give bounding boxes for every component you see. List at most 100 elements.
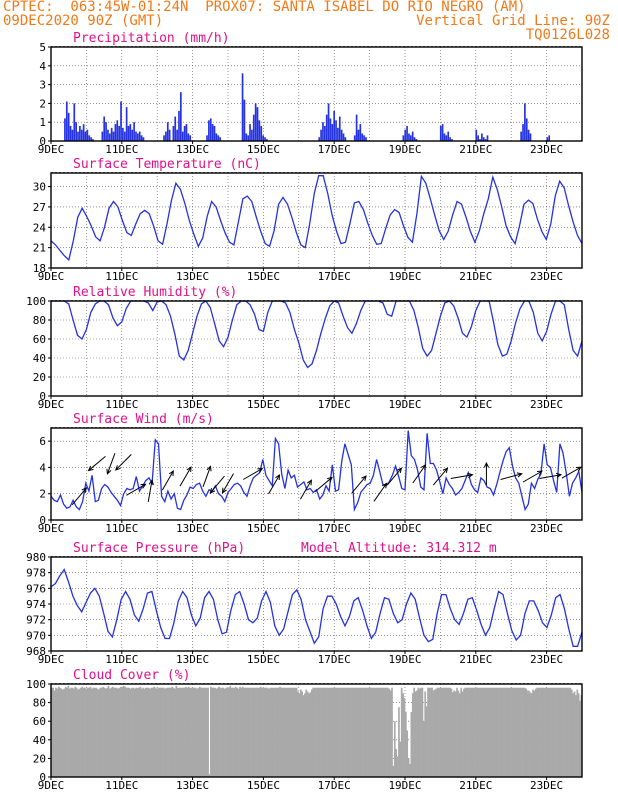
cloud-bar: [317, 687, 320, 777]
x-tick-label: 23DEC: [530, 143, 563, 156]
precip-bar: [217, 135, 220, 141]
cloud-bar: [392, 765, 395, 777]
precip-bar: [447, 131, 450, 141]
y-tick-label: 0: [39, 135, 46, 148]
precip-bar: [451, 139, 453, 141]
precip-bar: [404, 129, 407, 141]
cloud-bar: [279, 686, 281, 777]
cloud-bar: [63, 688, 66, 777]
cloud-bar: [106, 687, 108, 777]
cloud-bar: [438, 687, 440, 777]
cloud-bar: [291, 687, 294, 777]
cloud-bar: [334, 687, 337, 777]
cloud-bar: [476, 687, 479, 777]
cloud-bar: [60, 688, 63, 777]
cloud-bar: [128, 687, 131, 777]
cloud-bar: [295, 687, 298, 777]
cloud-bar: [82, 687, 85, 777]
cloud-bar: [189, 687, 191, 777]
precip-bar: [344, 137, 347, 141]
wind-arrow-shaft: [373, 483, 387, 502]
cloud-bar: [425, 706, 428, 777]
cloud-bar: [132, 687, 135, 777]
x-tick-label: 19DEC: [388, 779, 421, 792]
cloud-bar: [532, 689, 534, 777]
precip-bar: [86, 129, 89, 141]
header-date: 09DEC2020 90Z (GMT): [3, 13, 164, 29]
cloud-bar: [67, 685, 70, 777]
cloud-bar: [59, 687, 61, 777]
cloud-bar: [517, 687, 519, 777]
cloud-bar: [230, 687, 233, 777]
x-tick-label: 9DEC: [38, 270, 65, 283]
wind-arrow: [179, 466, 192, 487]
cloud-bar: [552, 687, 555, 777]
precip-bar: [365, 137, 367, 141]
cloud-bar: [402, 693, 404, 777]
cloud-bar: [529, 692, 532, 777]
cloud-bar: [432, 690, 435, 777]
cloud-bar: [319, 687, 321, 777]
cloud-bar: [266, 687, 269, 777]
cloud-bar: [84, 687, 86, 777]
precip-bar: [325, 114, 328, 141]
precip-bar: [323, 125, 326, 141]
cloud-bar: [316, 687, 319, 777]
precip-bar: [441, 124, 444, 141]
precip-bar: [258, 120, 261, 141]
cloud-bar: [550, 687, 552, 777]
cloud-bar: [541, 687, 544, 777]
wind-arrow-head: [483, 461, 490, 468]
cloud-bar: [464, 687, 467, 777]
wind-arrow: [539, 472, 563, 480]
precip-bar: [73, 103, 76, 141]
x-tick-label: 13DEC: [176, 779, 209, 792]
cloud-bar: [576, 689, 579, 777]
cloud-bar: [190, 687, 193, 777]
wind-arrow: [71, 487, 88, 506]
cloud-bar: [461, 691, 464, 777]
x-tick-label: 17DEC: [318, 398, 351, 411]
x-tick-label: 15DEC: [247, 398, 280, 411]
cloud-bar: [510, 687, 512, 777]
cloud-bar: [98, 689, 100, 777]
cloud-bar: [359, 687, 362, 777]
cloud-bar: [505, 687, 508, 777]
cloud-bar: [292, 687, 295, 777]
precip-bar: [402, 135, 405, 141]
x-tick-label: 23DEC: [530, 653, 563, 666]
x-tick-label: 15DEC: [247, 653, 280, 666]
cloud-bar: [471, 687, 474, 777]
x-tick-label: 21DEC: [459, 653, 492, 666]
cloud-bar: [270, 687, 273, 777]
cloud-bar: [370, 687, 373, 777]
cloud-bar: [534, 688, 537, 777]
precip-bar: [363, 135, 365, 141]
precip-bar: [249, 124, 251, 141]
cloud-bar: [68, 688, 71, 777]
y-tick-label: 978: [26, 567, 46, 580]
precip-bar: [183, 125, 186, 141]
y-tick-label: 0: [39, 771, 46, 784]
precip-bar: [245, 133, 248, 141]
precip-bar: [168, 129, 171, 141]
cloud-bar: [310, 689, 313, 777]
cloud-bar: [431, 687, 433, 777]
precip-bar: [264, 137, 266, 141]
precip-bar: [443, 133, 446, 141]
cloud-bar: [536, 687, 539, 777]
cloud-bar: [349, 687, 352, 777]
y-tick-label: 18: [33, 262, 46, 275]
header-run-id: TQ0126L028: [525, 27, 610, 43]
x-tick-label: 21DEC: [459, 143, 492, 156]
wind-arrow-head: [536, 470, 543, 476]
wind-arrow-head: [306, 479, 312, 486]
wind-arrow: [432, 467, 449, 486]
precip-bar: [525, 118, 528, 141]
cloud-bar: [469, 687, 472, 777]
wind-arrow-head: [87, 465, 94, 472]
precip-bar: [110, 127, 113, 141]
cloud-bar: [345, 687, 348, 777]
cloud-bar: [71, 687, 74, 777]
cloud-bar: [167, 687, 169, 777]
